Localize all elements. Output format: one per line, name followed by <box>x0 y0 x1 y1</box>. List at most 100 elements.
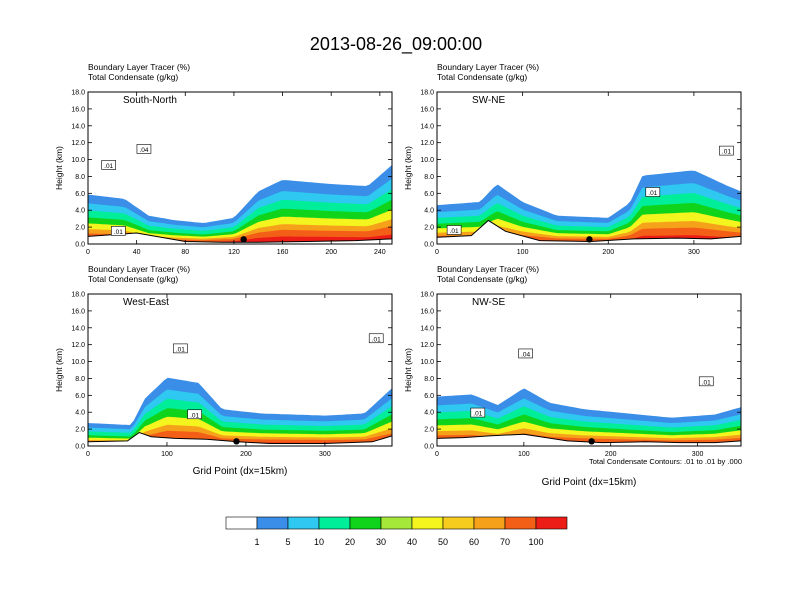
x-tick-label: 0 <box>435 249 439 256</box>
x-tick-label: 200 <box>605 451 617 458</box>
contour-label-box <box>446 225 462 235</box>
y-tick-label: 16.0 <box>71 308 85 315</box>
contour-label-box <box>698 376 714 387</box>
y-tick-label: 8.0 <box>75 174 85 181</box>
location-marker <box>233 438 240 445</box>
y-tick-label: 2.0 <box>75 427 85 434</box>
tracer-field <box>437 388 741 446</box>
panel-label: West-East <box>123 297 169 308</box>
colorbar-swatch <box>442 516 475 530</box>
x-tick-label: 0 <box>86 451 90 458</box>
y-tick-label: 18.0 <box>71 292 85 299</box>
x-tick-label: 300 <box>688 249 700 256</box>
figure-title: 2013-08-26_09:00:00 <box>310 34 482 55</box>
colorbar-label: 40 <box>407 537 417 547</box>
y-tick-label: 12.0 <box>420 140 434 147</box>
y-tick-label: 0.0 <box>424 444 434 451</box>
colorbar-label: 20 <box>345 537 355 547</box>
terrain-fill <box>437 434 741 446</box>
colorbar-label: 10 <box>314 537 324 547</box>
plot-frame <box>436 293 742 447</box>
x-tick-label: 240 <box>374 249 386 256</box>
y-tick-label: 2.0 <box>75 225 85 232</box>
panel-variable-1: Boundary Layer Tracer (%) <box>88 264 190 274</box>
panel-variable-2: Total Condensate (g/kg) <box>88 274 178 284</box>
y-tick-label: 8.0 <box>75 376 85 383</box>
y-tick-label: 12.0 <box>71 342 85 349</box>
x-tick-label: 0 <box>86 249 90 256</box>
panel-variable-1: Boundary Layer Tracer (%) <box>437 62 539 72</box>
x-tick-label: 120 <box>228 249 240 256</box>
panel-west-east: Boundary Layer Tracer (%)Total Condensat… <box>54 264 393 477</box>
colorbar-label: 1 <box>254 537 259 547</box>
colorbar-swatch <box>380 516 413 530</box>
contour-label-box <box>187 409 202 420</box>
x-tick-label: 160 <box>277 249 289 256</box>
y-tick-label: 4.0 <box>424 410 434 417</box>
contour-label: .01 <box>104 163 113 170</box>
contour-label: .01 <box>190 412 199 419</box>
terrain-line <box>88 431 392 444</box>
y-tick-label: 8.0 <box>424 174 434 181</box>
y-tick-label: 14.0 <box>420 325 434 332</box>
colorbar-label: 50 <box>438 537 448 547</box>
contour-label-box <box>101 160 116 170</box>
y-tick-label: 16.0 <box>420 308 434 315</box>
x-tick-label: 0 <box>435 451 439 458</box>
y-tick-label: 16.0 <box>420 106 434 113</box>
y-tick-label: 18.0 <box>71 90 85 97</box>
y-tick-label: 14.0 <box>71 123 85 130</box>
colorbar-label: 100 <box>528 537 543 547</box>
y-tick-label: 12.0 <box>420 342 434 349</box>
contour-label-box <box>136 144 152 154</box>
contour-label-box <box>111 226 126 236</box>
contour-label: .01 <box>114 229 123 236</box>
colorbar-swatch <box>349 516 382 530</box>
colorbar-swatch <box>411 516 444 530</box>
y-axis-label: Height (km) <box>54 146 64 190</box>
y-tick-label: 10.0 <box>71 157 85 164</box>
colorbar-label: 70 <box>500 537 510 547</box>
y-tick-label: 10.0 <box>420 157 434 164</box>
x-axis-label: Grid Point (dx=15km) <box>542 477 637 488</box>
y-tick-label: 10.0 <box>420 359 434 366</box>
y-tick-label: 6.0 <box>424 393 434 400</box>
tracer-field <box>88 165 392 244</box>
contour-label-box <box>368 333 384 344</box>
contour-label: .01 <box>702 379 711 386</box>
y-tick-label: 18.0 <box>420 292 434 299</box>
colorbar-swatch <box>535 516 568 530</box>
y-tick-label: 4.0 <box>75 410 85 417</box>
terrain-line <box>88 232 392 243</box>
x-tick-label: 80 <box>181 249 189 256</box>
colorbar-swatch <box>473 516 506 530</box>
colorbar-label: 30 <box>376 537 386 547</box>
plot-frame <box>87 91 393 245</box>
panel-variable-2: Total Condensate (g/kg) <box>437 72 527 82</box>
contour-label-box <box>719 145 734 156</box>
y-tick-label: 0.0 <box>75 242 85 249</box>
x-axis-label: Grid Point (dx=15km) <box>193 466 288 477</box>
colorbar-swatch <box>318 516 351 530</box>
panel-variable-1: Boundary Layer Tracer (%) <box>437 264 539 274</box>
contour-label-box <box>645 187 661 197</box>
y-tick-label: 6.0 <box>424 191 434 198</box>
terrain-line <box>437 219 741 243</box>
x-tick-label: 100 <box>517 249 529 256</box>
plot-frame <box>87 293 393 447</box>
panel-variable-1: Boundary Layer Tracer (%) <box>88 62 190 72</box>
y-tick-label: 2.0 <box>424 225 434 232</box>
x-tick-label: 40 <box>133 249 141 256</box>
panel-variable-2: Total Condensate (g/kg) <box>437 274 527 284</box>
y-tick-label: 14.0 <box>420 123 434 130</box>
contour-label-box <box>470 407 486 418</box>
y-axis-label: Height (km) <box>403 348 413 392</box>
location-marker <box>588 438 595 445</box>
colorbar-label: 60 <box>469 537 479 547</box>
tracer-field <box>88 377 392 446</box>
y-tick-label: 16.0 <box>71 106 85 113</box>
panel-south-north: Boundary Layer Tracer (%)Total Condensat… <box>54 62 393 256</box>
colorbar-swatch <box>504 516 537 530</box>
contour-label: .01 <box>648 190 657 197</box>
y-tick-label: 14.0 <box>71 325 85 332</box>
